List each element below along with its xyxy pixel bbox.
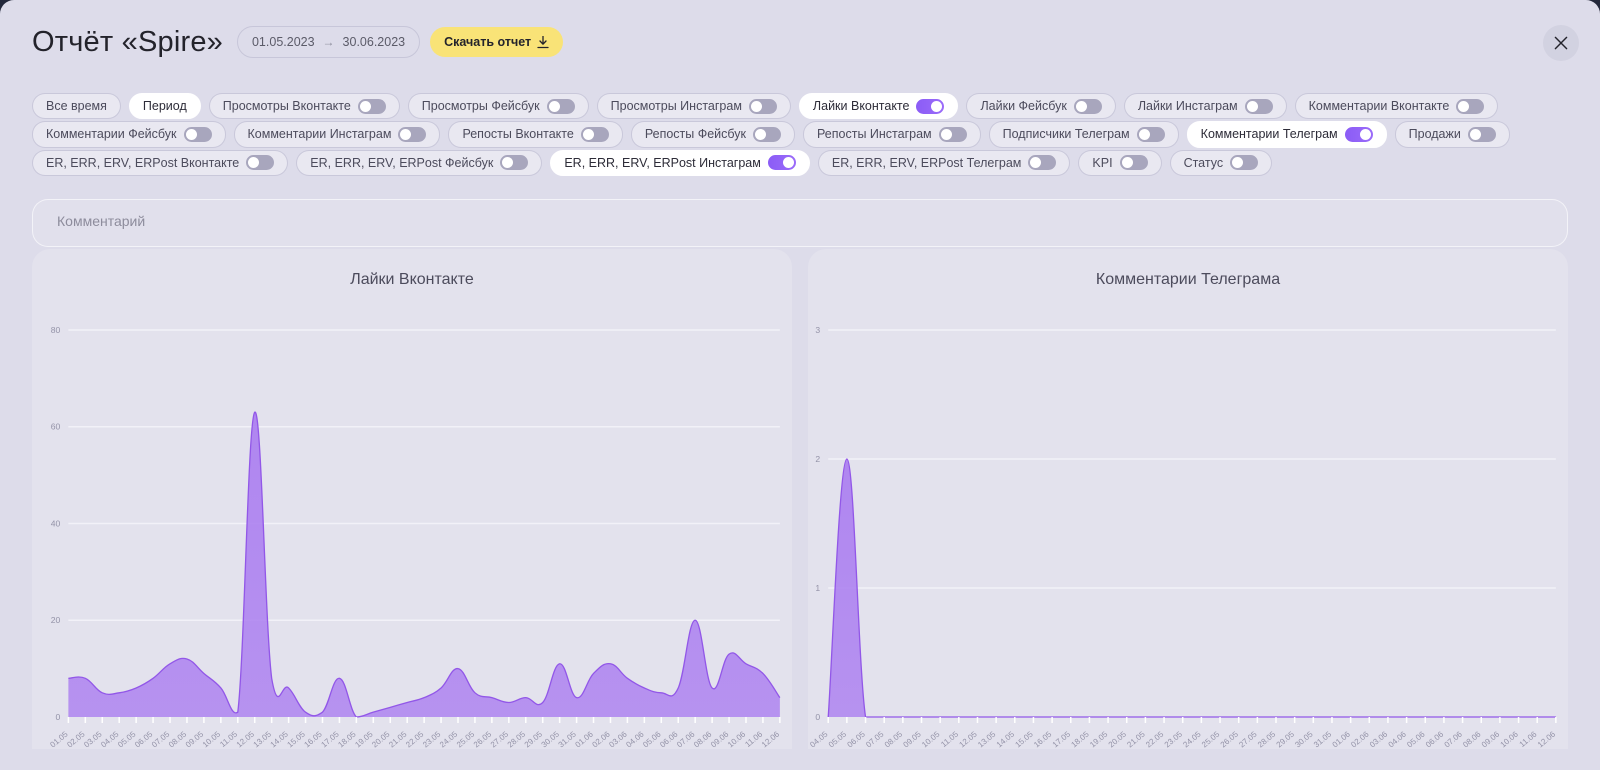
svg-text:17.05: 17.05 — [319, 729, 341, 749]
svg-text:07.05: 07.05 — [150, 729, 172, 749]
svg-text:13.05: 13.05 — [976, 729, 998, 749]
svg-text:30.05: 30.05 — [540, 729, 562, 749]
svg-text:27.05: 27.05 — [489, 729, 511, 749]
svg-text:31.05: 31.05 — [557, 729, 579, 749]
svg-text:26.05: 26.05 — [472, 729, 494, 749]
svg-text:01.05: 01.05 — [48, 729, 70, 749]
svg-text:17.05: 17.05 — [1051, 729, 1073, 749]
svg-text:19.05: 19.05 — [353, 729, 375, 749]
svg-text:24.05: 24.05 — [1181, 729, 1203, 749]
svg-text:23.05: 23.05 — [421, 729, 443, 749]
svg-text:24.05: 24.05 — [438, 729, 460, 749]
svg-text:2: 2 — [815, 454, 820, 464]
svg-text:03.05: 03.05 — [82, 729, 104, 749]
svg-text:05.05: 05.05 — [827, 729, 849, 749]
svg-text:12.05: 12.05 — [235, 729, 257, 749]
svg-text:0: 0 — [56, 712, 61, 722]
svg-text:13.05: 13.05 — [252, 729, 274, 749]
svg-text:31.05: 31.05 — [1312, 729, 1334, 749]
svg-text:22.05: 22.05 — [404, 729, 426, 749]
svg-text:04.05: 04.05 — [99, 729, 121, 749]
svg-text:15.05: 15.05 — [286, 729, 308, 749]
svg-text:19.05: 19.05 — [1088, 729, 1110, 749]
svg-text:06.05: 06.05 — [846, 729, 868, 749]
svg-text:10.06: 10.06 — [726, 729, 748, 749]
svg-text:02.05: 02.05 — [65, 729, 87, 749]
svg-text:20.05: 20.05 — [1107, 729, 1129, 749]
svg-text:10.05: 10.05 — [920, 729, 942, 749]
svg-text:3: 3 — [815, 325, 820, 335]
svg-text:04.06: 04.06 — [624, 729, 646, 749]
svg-text:06.06: 06.06 — [658, 729, 680, 749]
svg-text:30.05: 30.05 — [1293, 729, 1315, 749]
svg-text:09.06: 09.06 — [1480, 729, 1502, 749]
svg-text:03.06: 03.06 — [1368, 729, 1390, 749]
svg-text:22.05: 22.05 — [1144, 729, 1166, 749]
svg-text:08.06: 08.06 — [1461, 729, 1483, 749]
svg-text:29.05: 29.05 — [523, 729, 545, 749]
svg-text:14.05: 14.05 — [995, 729, 1017, 749]
svg-text:06.06: 06.06 — [1424, 729, 1446, 749]
svg-text:09.05: 09.05 — [184, 729, 206, 749]
svg-text:21.05: 21.05 — [1125, 729, 1147, 749]
svg-text:25.05: 25.05 — [1200, 729, 1222, 749]
svg-text:18.05: 18.05 — [336, 729, 358, 749]
svg-text:12.06: 12.06 — [760, 729, 782, 749]
svg-text:25.05: 25.05 — [455, 729, 477, 749]
svg-text:05.06: 05.06 — [641, 729, 663, 749]
svg-text:60: 60 — [51, 422, 61, 432]
svg-text:01.06: 01.06 — [1331, 729, 1353, 749]
svg-text:08.06: 08.06 — [692, 729, 714, 749]
svg-text:40: 40 — [51, 518, 61, 528]
svg-text:06.05: 06.05 — [133, 729, 155, 749]
svg-text:07.05: 07.05 — [864, 729, 886, 749]
svg-text:10.05: 10.05 — [201, 729, 223, 749]
svg-text:21.05: 21.05 — [387, 729, 409, 749]
svg-text:15.05: 15.05 — [1013, 729, 1035, 749]
svg-text:10.06: 10.06 — [1499, 729, 1521, 749]
svg-text:16.05: 16.05 — [302, 729, 324, 749]
svg-text:01.06: 01.06 — [574, 729, 596, 749]
svg-text:02.06: 02.06 — [590, 729, 612, 749]
svg-text:11.06: 11.06 — [1518, 729, 1539, 749]
svg-text:18.05: 18.05 — [1069, 729, 1091, 749]
svg-text:80: 80 — [51, 325, 61, 335]
svg-text:07.06: 07.06 — [1443, 729, 1465, 749]
svg-text:09.05: 09.05 — [901, 729, 923, 749]
svg-text:20.05: 20.05 — [370, 729, 392, 749]
svg-text:0: 0 — [815, 712, 820, 722]
svg-text:23.05: 23.05 — [1163, 729, 1185, 749]
svg-text:05.05: 05.05 — [116, 729, 138, 749]
svg-text:12.05: 12.05 — [957, 729, 979, 749]
svg-text:16.05: 16.05 — [1032, 729, 1054, 749]
svg-text:27.05: 27.05 — [1237, 729, 1259, 749]
svg-text:09.06: 09.06 — [709, 729, 731, 749]
svg-text:26.05: 26.05 — [1219, 729, 1241, 749]
svg-text:08.05: 08.05 — [883, 729, 905, 749]
svg-text:03.06: 03.06 — [607, 729, 629, 749]
svg-text:04.05: 04.05 — [808, 729, 830, 749]
svg-text:29.05: 29.05 — [1275, 729, 1297, 749]
svg-text:28.05: 28.05 — [1256, 729, 1278, 749]
svg-text:05.06: 05.06 — [1405, 729, 1427, 749]
svg-text:11.06: 11.06 — [743, 729, 764, 749]
svg-text:04.06: 04.06 — [1387, 729, 1409, 749]
svg-text:07.06: 07.06 — [675, 729, 697, 749]
svg-text:1: 1 — [815, 583, 820, 593]
svg-text:20: 20 — [51, 615, 61, 625]
svg-text:14.05: 14.05 — [269, 729, 291, 749]
svg-text:02.06: 02.06 — [1349, 729, 1371, 749]
svg-text:28.05: 28.05 — [506, 729, 528, 749]
svg-text:08.05: 08.05 — [167, 729, 189, 749]
svg-text:11.05: 11.05 — [218, 729, 239, 749]
svg-text:11.05: 11.05 — [939, 729, 960, 749]
svg-text:12.06: 12.06 — [1536, 729, 1558, 749]
